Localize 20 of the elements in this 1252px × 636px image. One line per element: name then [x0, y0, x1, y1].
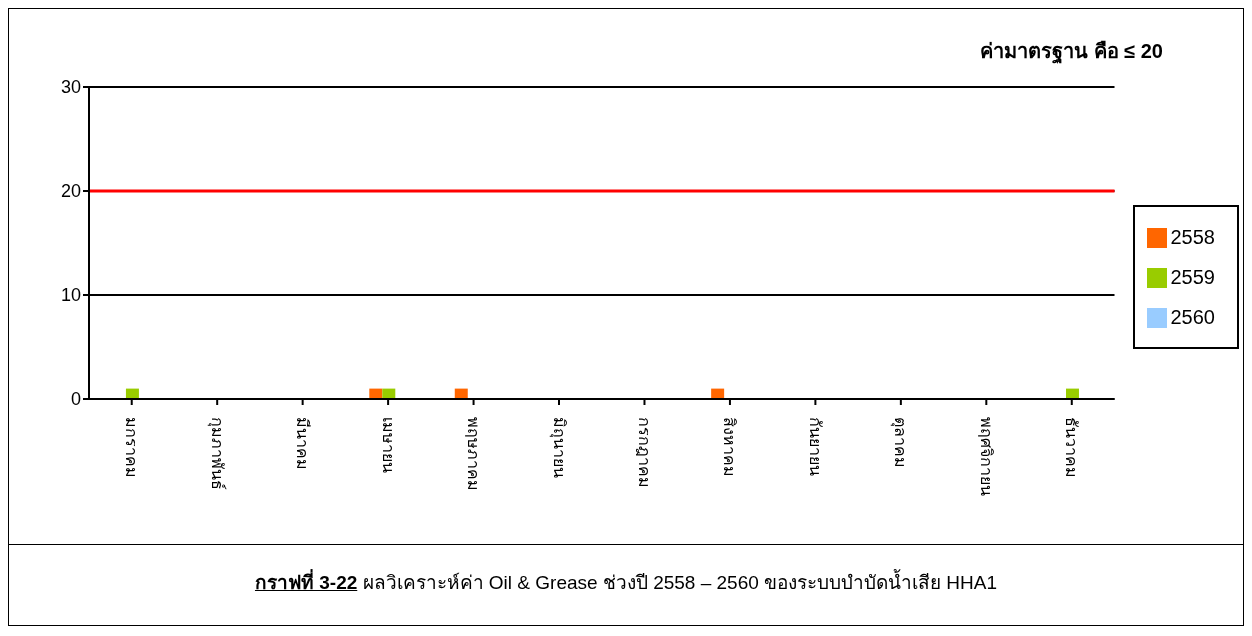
x-tick-label: มิถุนายน: [548, 417, 569, 478]
x-tick-label: พฤศจิกายน: [976, 417, 996, 496]
legend-label: 2559: [1170, 265, 1215, 288]
x-tick-label: มกราคม: [122, 417, 142, 478]
y-tick-label: 10: [60, 285, 81, 306]
x-tick-label: พฤษภาคม: [464, 417, 484, 491]
y-tick-label: 0: [70, 389, 81, 410]
y-tick-label: 30: [60, 77, 81, 98]
x-tick-label: กุมภาพันธ์: [206, 417, 227, 490]
chart-title: ค่ามาตรฐาน คือ ≤ 20: [980, 39, 1163, 66]
x-tick-label: กรกฎาคม: [634, 417, 654, 488]
x-tick-label: ธันวาคม: [1062, 417, 1082, 478]
x-tick-label: สิงหาคม: [720, 417, 740, 477]
x-tick-label: กันยายน: [805, 417, 825, 476]
legend-label: 2560: [1170, 305, 1215, 328]
x-tick-label: ตุลาคม: [890, 417, 911, 468]
x-tick-label: มีนาคม: [293, 417, 313, 470]
x-tick-label: เมษายน: [378, 417, 398, 473]
legend-label: 2558: [1170, 225, 1215, 248]
y-tick-label: 20: [60, 181, 81, 202]
